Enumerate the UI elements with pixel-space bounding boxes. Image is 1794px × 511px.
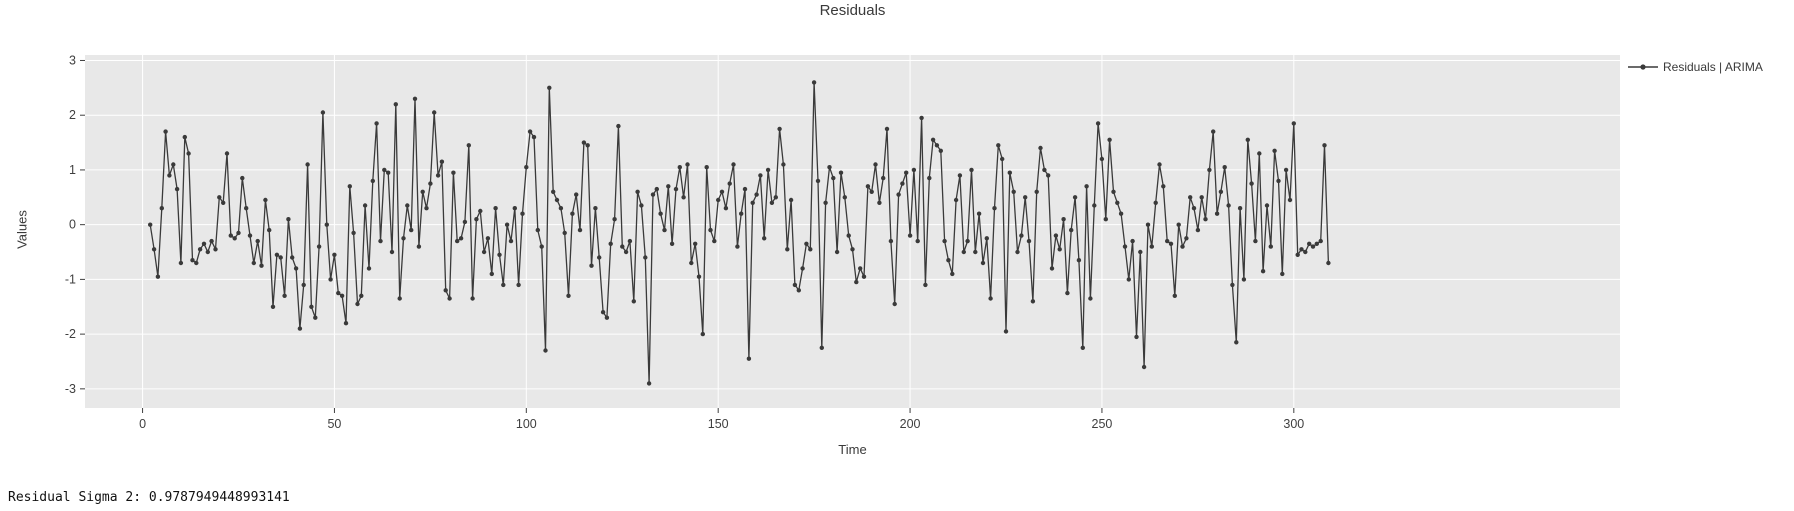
legend[interactable]: Residuals | ARIMA — [1628, 60, 1763, 74]
svg-text:100: 100 — [516, 417, 537, 431]
svg-text:2: 2 — [69, 108, 76, 122]
plot-area[interactable]: -3 -2 -1 0 1 2 3 0 50 100 150 200 250 300 — [0, 0, 1794, 470]
svg-text:200: 200 — [900, 417, 921, 431]
residuals-series — [148, 80, 1331, 386]
legend-label: Residuals | ARIMA — [1663, 60, 1763, 74]
svg-text:-1: -1 — [65, 272, 76, 286]
chart-title: Residuals — [819, 2, 886, 19]
svg-text:0: 0 — [139, 417, 146, 431]
x-axis-label: Time — [838, 442, 867, 457]
svg-text:1: 1 — [69, 163, 76, 177]
svg-text:150: 150 — [708, 417, 729, 431]
svg-text:300: 300 — [1283, 417, 1304, 431]
svg-text:-3: -3 — [65, 382, 76, 396]
svg-text:-2: -2 — [65, 327, 76, 341]
plot-background — [85, 55, 1620, 408]
legend-line-marker-icon — [1628, 64, 1658, 70]
svg-text:3: 3 — [69, 53, 76, 67]
y-axis-ticks: -3 -2 -1 0 1 2 3 — [65, 53, 85, 396]
svg-text:50: 50 — [327, 417, 341, 431]
residual-sigma-text: Residual Sigma 2: 0.9787949448993141 — [8, 490, 290, 505]
svg-text:0: 0 — [69, 218, 76, 232]
x-axis-ticks: 0 50 100 150 200 250 300 — [139, 408, 1304, 431]
svg-text:250: 250 — [1092, 417, 1113, 431]
gridlines — [85, 55, 1620, 408]
